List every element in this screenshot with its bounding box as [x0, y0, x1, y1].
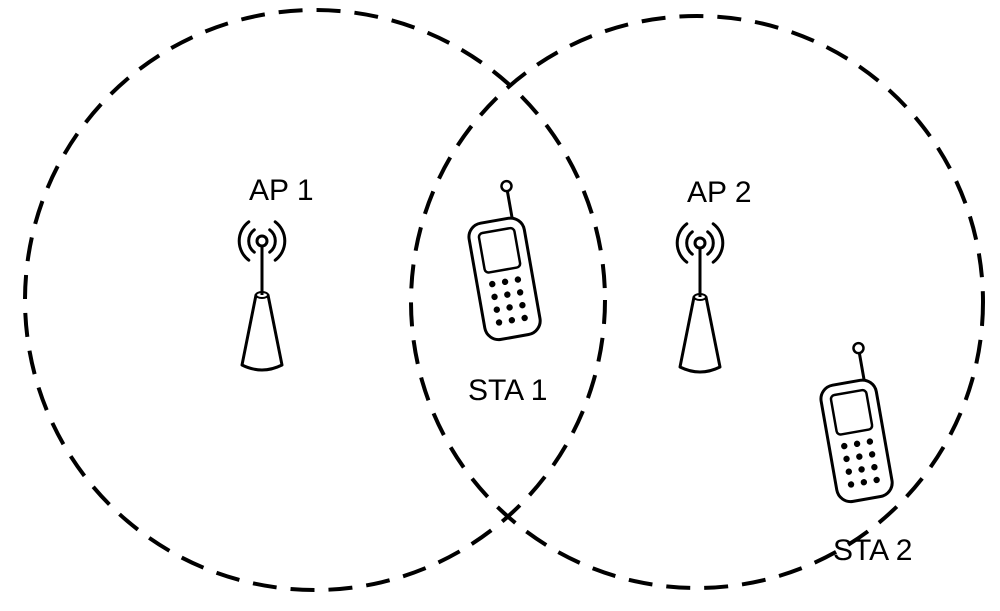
ap2-icon: AP 2 [677, 176, 751, 372]
sta2-label: STA 2 [833, 534, 912, 567]
ap1-icon: AP 1 [239, 174, 313, 370]
ap1-label: AP 1 [249, 174, 314, 207]
sta2-icon: STA 2 [795, 340, 918, 581]
sta1-label: STA 1 [468, 374, 547, 407]
ap2-label: AP 2 [687, 176, 752, 209]
sta1-icon: STA 1 [431, 179, 556, 420]
